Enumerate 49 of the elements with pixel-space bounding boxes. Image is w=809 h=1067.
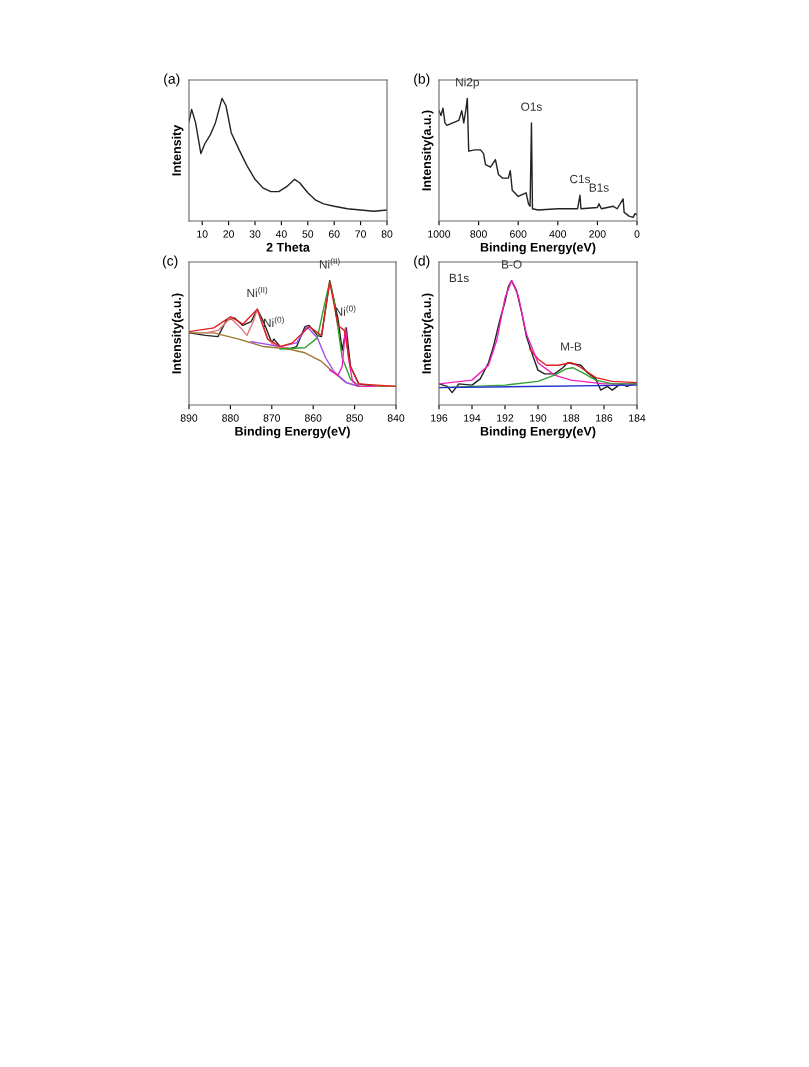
chart-title: (b): [414, 73, 430, 87]
y-axis-title: Intensity(a.u.): [421, 110, 434, 191]
annotation: B1s: [589, 183, 609, 192]
x-tick-label: 10: [197, 230, 208, 238]
x-tick-label: 890: [180, 414, 198, 422]
x-tick-label: 192: [497, 414, 514, 422]
x-tick-label: 0: [634, 230, 640, 238]
y-axis-title: Intensity(a.u.): [171, 293, 184, 374]
chart-title: (c): [162, 255, 178, 269]
x-tick-label: 60: [328, 230, 340, 238]
x-tick-label: 40: [275, 230, 287, 238]
y-axis-title: Intensity: [171, 124, 184, 176]
annotation: C1s: [570, 174, 591, 184]
x-tick-label: 188: [563, 414, 580, 422]
annotation: B-O: [502, 260, 522, 269]
annotation: Ni$^{(II)}$: [247, 286, 268, 298]
x-tick-label: 20: [223, 230, 234, 238]
x-tick-label: 70: [355, 230, 366, 238]
chart-title: (a): [164, 73, 180, 87]
annotation: Ni2p: [456, 77, 479, 89]
x-tick-label: 196: [431, 414, 448, 422]
x-tick-label: 600: [510, 230, 527, 238]
x-tick-label: 190: [530, 414, 547, 422]
x-tick-label: 800: [470, 230, 487, 238]
x-tick-label: 400: [549, 230, 567, 238]
x-tick-label: 80: [381, 230, 393, 238]
annotation: Ni$^{(II)}$: [319, 258, 340, 269]
x-axis-title: Binding Energy(eV): [480, 242, 596, 255]
chart-title: (d): [414, 255, 430, 269]
x-tick-label: 50: [302, 230, 314, 238]
x-axis-title: Binding Energy(eV): [480, 426, 596, 439]
x-axis-title: 2 Theta: [266, 242, 310, 252]
x-axis-title: Binding Energy(eV): [235, 426, 350, 439]
annotation: Ni$^{(0)}$: [263, 316, 284, 327]
x-tick-label: 200: [589, 230, 606, 238]
annotation: O1s: [521, 102, 542, 111]
x-tick-label: 186: [596, 414, 613, 422]
annotation: M-B: [561, 342, 582, 351]
x-tick-label: 870: [263, 414, 281, 422]
x-tick-label: 194: [464, 414, 481, 422]
y-axis-title: Intensity(a.u.): [421, 293, 434, 374]
x-tick-label: 1000: [428, 230, 451, 238]
x-tick-label: 880: [222, 414, 239, 422]
x-tick-label: 30: [249, 230, 261, 238]
x-tick-label: 860: [304, 414, 322, 422]
x-tick-label: 840: [387, 414, 405, 422]
x-tick-label: 850: [346, 414, 363, 422]
x-tick-label: 184: [629, 414, 646, 422]
annotation: B1s: [449, 273, 469, 283]
